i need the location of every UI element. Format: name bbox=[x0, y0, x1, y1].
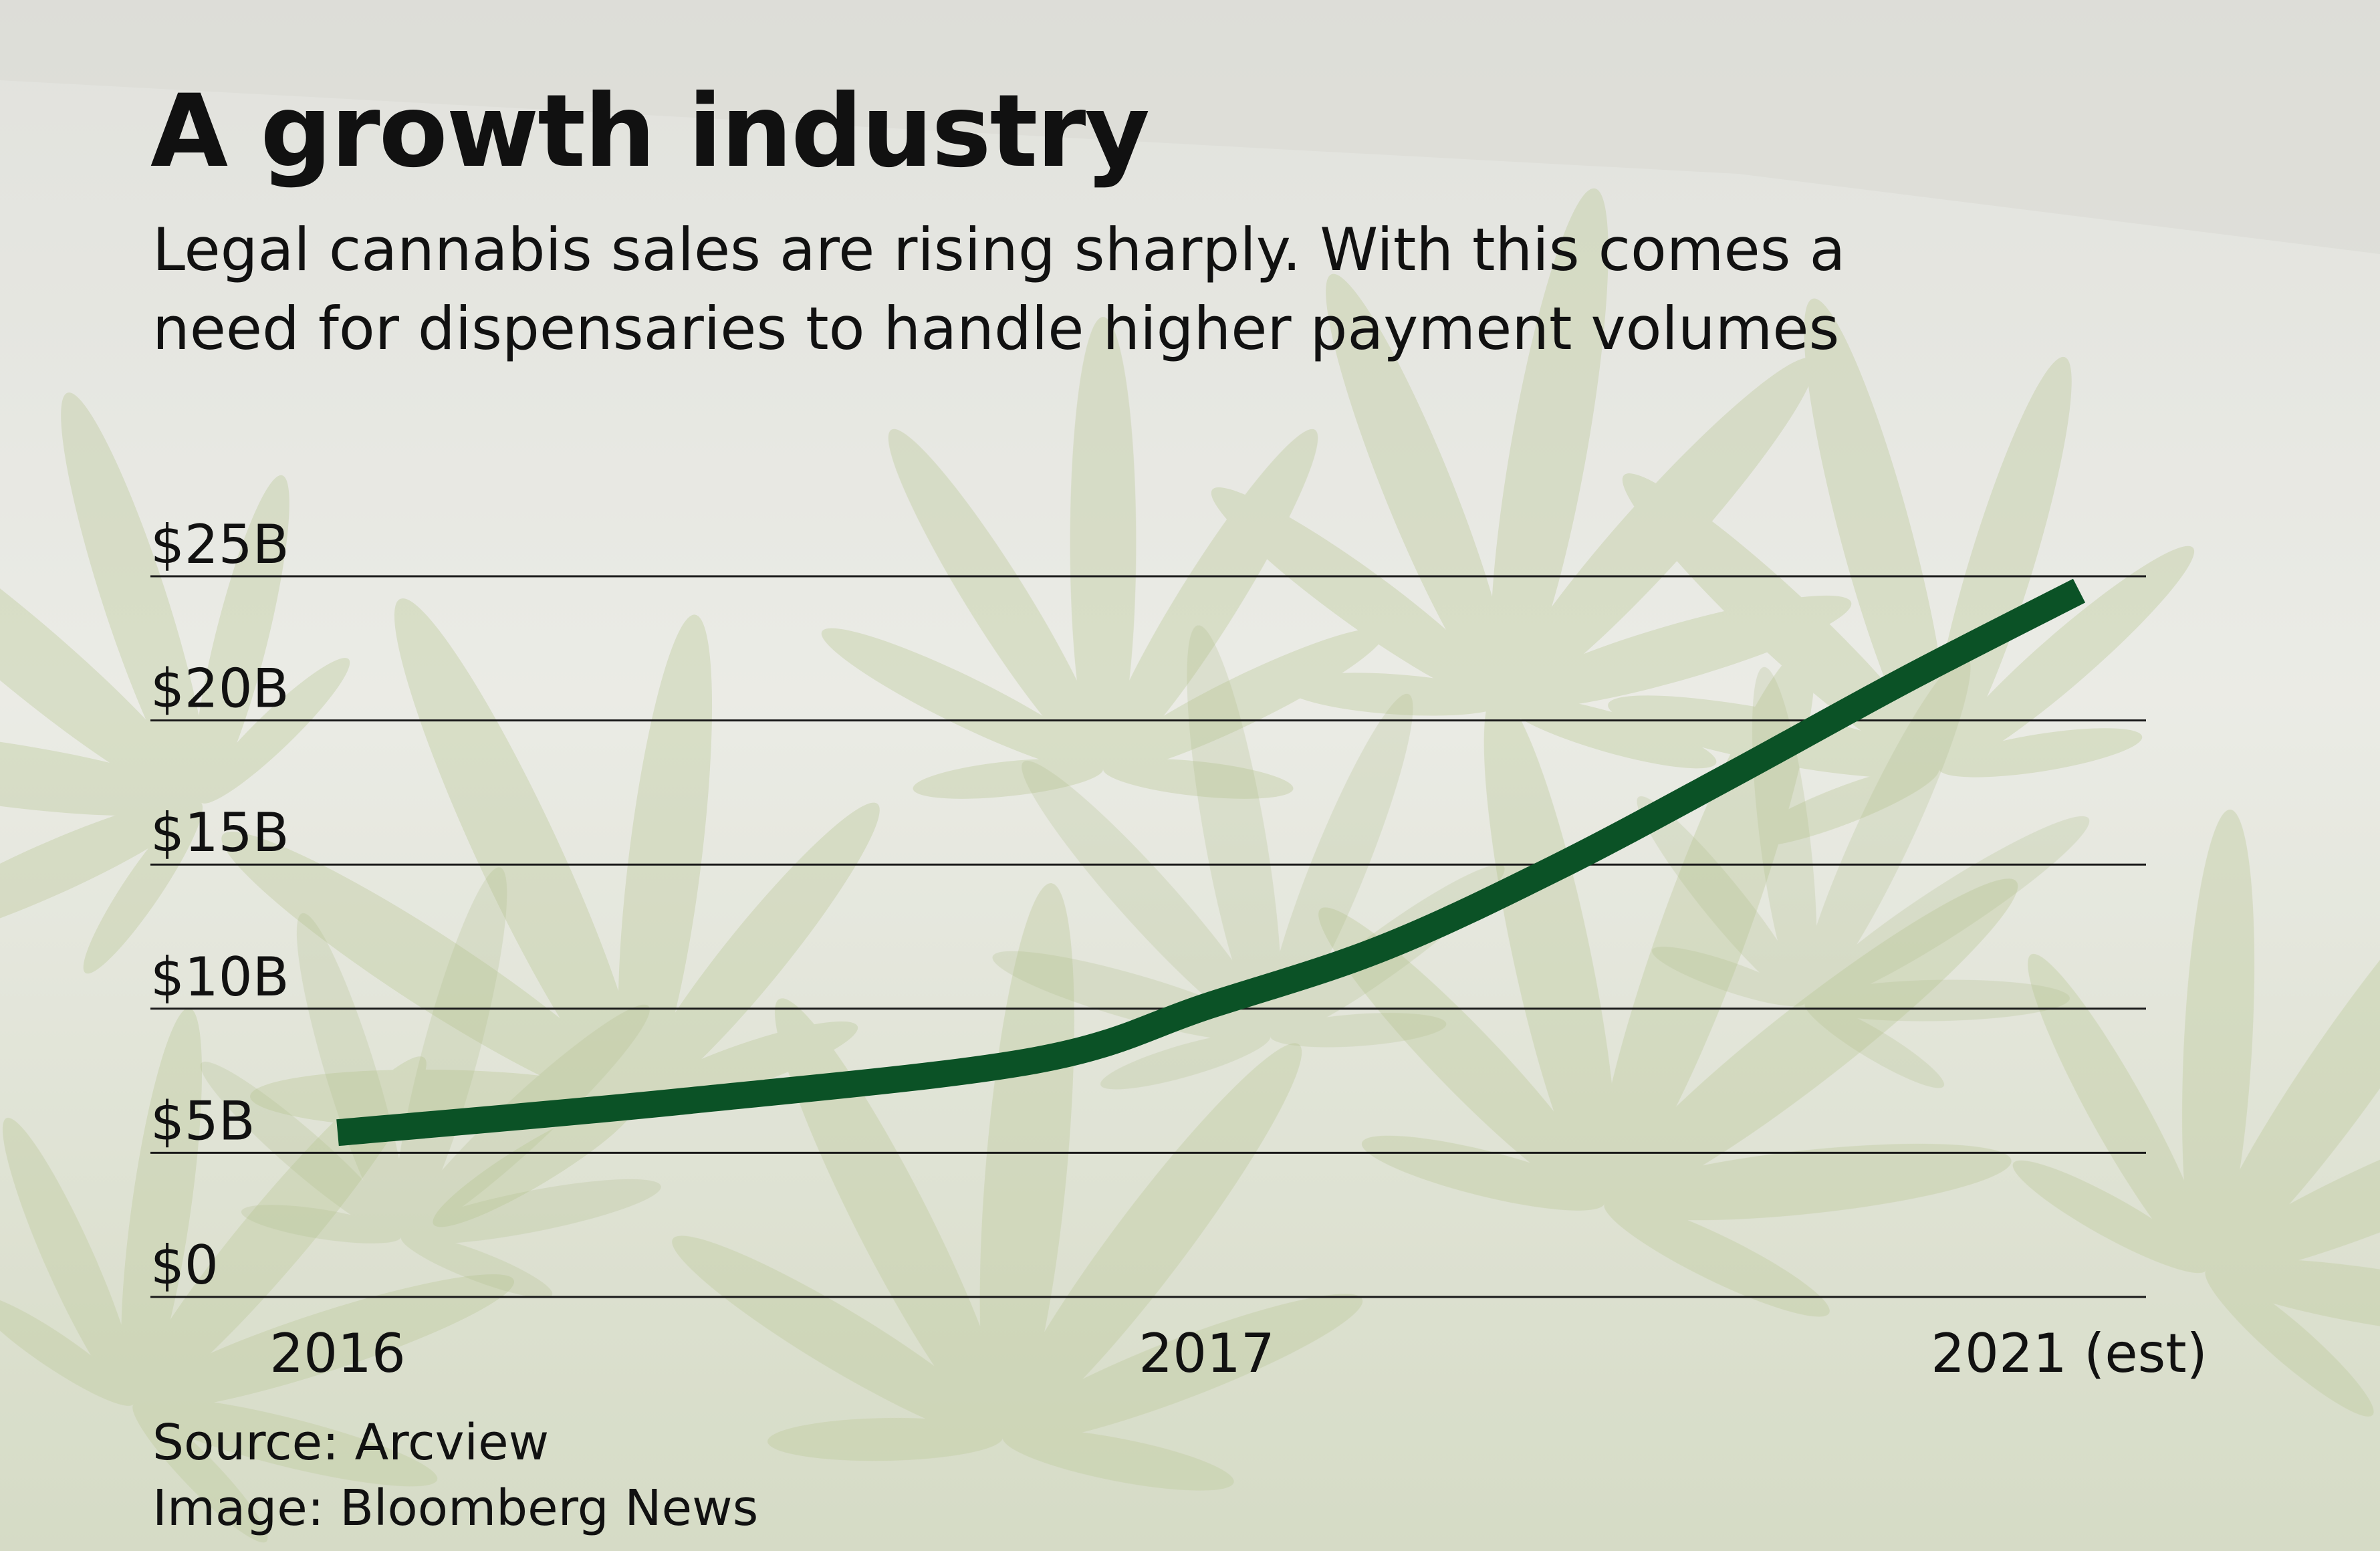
gridlines bbox=[150, 575, 2146, 1298]
source-credit: Source: Arcview bbox=[152, 1414, 550, 1471]
chart-subtitle: Legal cannabis sales are rising sharply.… bbox=[152, 211, 2359, 368]
chart-title: A growth industry bbox=[150, 74, 1150, 190]
x-tick-label: 2016 bbox=[269, 1322, 406, 1385]
y-tick-label: $15B bbox=[150, 802, 289, 864]
x-tick-label: 2017 bbox=[1139, 1322, 1275, 1385]
y-tick-label: $10B bbox=[150, 946, 289, 1008]
x-tick-label: 2021 (est) bbox=[1931, 1322, 2208, 1385]
y-axis-tick-labels: $0 $5B $10B $15B $20B $25B bbox=[150, 513, 289, 1296]
series-lines bbox=[336, 578, 2086, 1147]
y-tick-label: $5B bbox=[150, 1090, 255, 1152]
image-credit: Image: Bloomberg News bbox=[152, 1479, 759, 1537]
subtitle-line-1: Legal cannabis sales are rising sharply.… bbox=[152, 215, 1846, 284]
subtitle-line-2: need for dispensaries to handle higher p… bbox=[152, 294, 1840, 363]
y-tick-label: $0 bbox=[150, 1234, 219, 1296]
y-tick-label: $20B bbox=[150, 658, 289, 720]
y-tick-label: $25B bbox=[150, 513, 289, 576]
x-axis-tick-labels: 2016 2017 2021 (est) bbox=[269, 1322, 2208, 1385]
sales-series-line bbox=[336, 578, 2086, 1147]
